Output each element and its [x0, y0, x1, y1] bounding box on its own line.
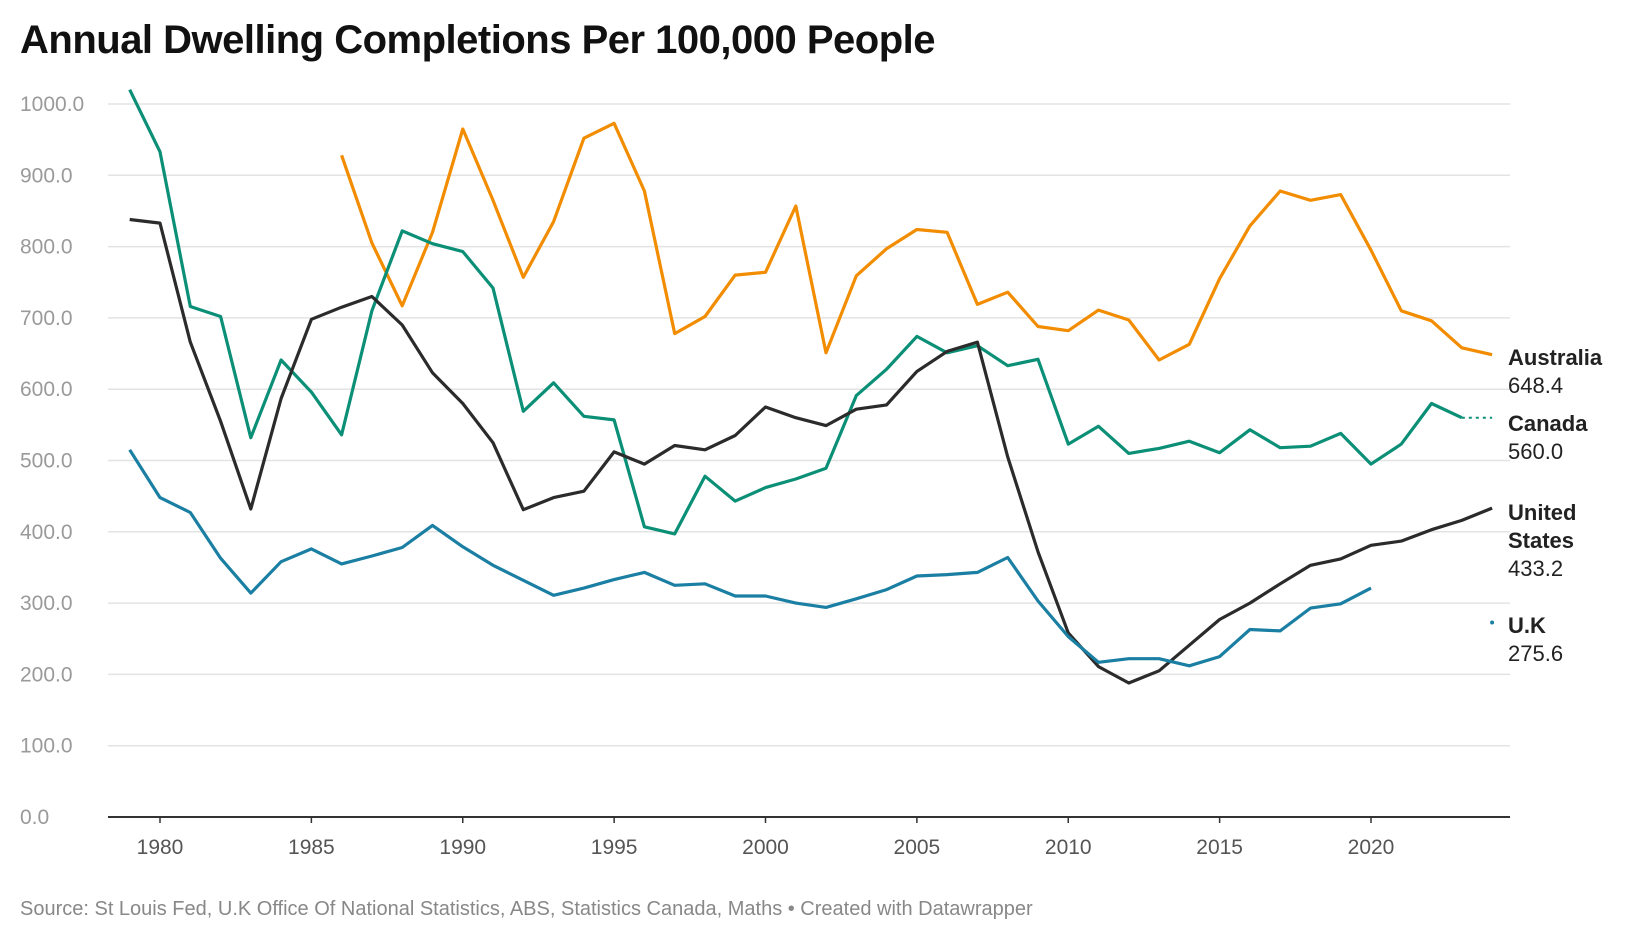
series-line-australia: [340, 121, 1493, 362]
x-tick-label: 2015: [1196, 836, 1243, 859]
series-label-australia: Australia: [1508, 345, 1603, 370]
series-value-u-k: 275.6: [1508, 641, 1563, 666]
y-tick-label: 700.0: [20, 307, 73, 330]
series-label-canada: Canada: [1508, 411, 1588, 436]
y-tick-label: 0.0: [20, 806, 49, 829]
y-tick-label: 200.0: [20, 663, 73, 686]
series-value-canada: 560.0: [1508, 439, 1563, 464]
y-tick-label: 400.0: [20, 521, 73, 544]
y-tick-label: 600.0: [20, 378, 73, 401]
series-line-united-states: [129, 217, 1493, 685]
x-tick-label: 1990: [439, 836, 486, 859]
y-tick-label: 800.0: [20, 236, 73, 259]
source-note: Source: St Louis Fed, U.K Office Of Nati…: [20, 898, 1033, 920]
y-tick-label: 100.0: [20, 735, 73, 758]
x-tick-label: 2020: [1348, 836, 1395, 859]
series-label-u-k: U.K: [1508, 613, 1546, 638]
y-tick-label: 900.0: [20, 164, 73, 187]
x-tick-label: 2000: [742, 836, 789, 859]
y-tick-label: 500.0: [20, 450, 73, 473]
x-tick-label: 2010: [1045, 836, 1092, 859]
series-value-australia: 648.4: [1508, 373, 1563, 398]
x-tick-label: 1980: [137, 836, 184, 859]
y-tick-label: 1000.0: [20, 93, 84, 116]
x-tick-label: 2005: [894, 836, 941, 859]
chart-title: Annual Dwelling Completions Per 100,000 …: [20, 18, 936, 62]
series-label-united-states: United: [1508, 500, 1576, 525]
x-tick-label: 1985: [288, 836, 335, 859]
series-line-canada: [128, 88, 1463, 536]
series-line-u-k: [128, 448, 1372, 668]
x-tick-label: 1995: [591, 836, 638, 859]
data-point-u-k: [1490, 620, 1495, 625]
series-label-united-states: States: [1508, 528, 1574, 553]
y-tick-label: 300.0: [20, 592, 73, 615]
series-value-united-states: 433.2: [1508, 556, 1563, 581]
